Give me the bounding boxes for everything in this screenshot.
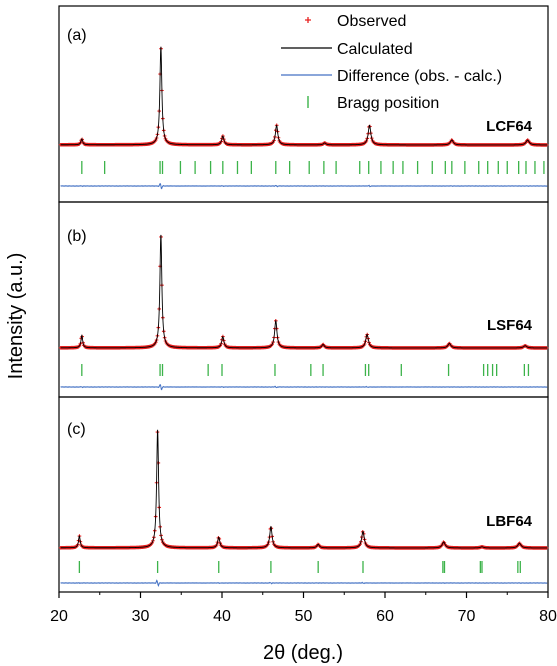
bragg-positions-lcf64 xyxy=(81,161,545,174)
panel-tag: (b) xyxy=(67,228,87,245)
legend-item-black-line: Calculated xyxy=(281,41,413,58)
calculated-series-lbf64 xyxy=(60,429,548,549)
x-tick-label: 60 xyxy=(376,608,394,625)
x-axis: 20 30 40 50 60 70 80 xyxy=(50,592,557,625)
x-tick-label: 30 xyxy=(132,608,150,625)
bragg-positions-lsf64 xyxy=(81,364,530,376)
panel-tag: (c) xyxy=(67,421,86,438)
difference-series-lbf64 xyxy=(60,579,548,588)
legend-label: Calculated xyxy=(337,41,413,58)
sample-label: LCF64 xyxy=(486,118,533,135)
x-tick-label: 80 xyxy=(539,608,557,625)
x-axis-label: 2θ (deg.) xyxy=(263,642,343,664)
legend-label: Difference (obs. - calc.) xyxy=(337,68,502,85)
panel-lsf64: (b) LSF64 xyxy=(58,201,549,398)
legend-marker xyxy=(305,17,311,23)
x-tick-label: 50 xyxy=(295,608,313,625)
legend: Observed Calculated Difference (obs. - cal… xyxy=(281,13,502,112)
difference-series-lcf64 xyxy=(60,183,548,190)
panel-frame xyxy=(58,396,549,593)
bragg-positions-lbf64 xyxy=(78,561,521,573)
legend-label: Observed xyxy=(337,13,406,30)
observed-series-lcf64 xyxy=(58,46,549,147)
panel-frame xyxy=(58,5,549,203)
panel-lcf64: (a) LCF64 xyxy=(58,5,549,203)
sample-label: LBF64 xyxy=(486,513,533,530)
difference-series-lsf64 xyxy=(60,384,548,391)
x-tick-label: 40 xyxy=(213,608,231,625)
panel-frame xyxy=(58,201,549,398)
legend-item-green-tick: Bragg position xyxy=(307,95,439,112)
panel-lbf64: (c) LBF64 xyxy=(58,396,549,593)
x-tick-label: 70 xyxy=(458,608,476,625)
y-axis-label: Intensity (a.u.) xyxy=(5,253,27,380)
observed-series-lsf64 xyxy=(58,235,549,350)
x-tick-label: 20 xyxy=(50,608,68,625)
observed-series-lbf64 xyxy=(58,430,549,550)
legend-item-red-plus: Observed xyxy=(305,13,406,30)
sample-label: LSF64 xyxy=(487,317,533,334)
panels-layer: (a) LCF64 (b) LSF64 (c) LBF64 xyxy=(58,5,549,593)
panel-tag: (a) xyxy=(67,27,87,44)
legend-item-blue-line: Difference (obs. - calc.) xyxy=(281,68,502,85)
calculated-series-lcf64 xyxy=(60,46,548,146)
calculated-series-lsf64 xyxy=(60,234,548,349)
legend-label: Bragg position xyxy=(337,95,439,112)
